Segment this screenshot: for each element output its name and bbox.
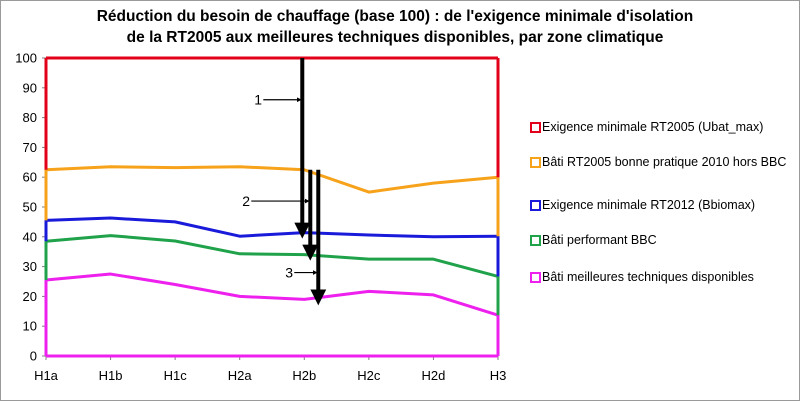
annotation-label-3: 3	[285, 265, 293, 281]
legend-label: Exigence minimale RT2012 (Bbiomax)	[542, 198, 756, 212]
series-line-2	[45, 165, 499, 194]
y-tick-label: 20	[23, 289, 37, 304]
y-tick-label: 10	[23, 319, 37, 334]
chart-title: Réduction du besoin de chauffage (base 1…	[0, 6, 790, 48]
x-tick-label: H2a	[228, 368, 253, 383]
chart-title-line-2: de la RT2005 aux meilleures techniques d…	[126, 29, 664, 46]
legend-swatch	[530, 122, 541, 133]
series-line-4	[45, 234, 499, 278]
x-tick-label: H3	[490, 368, 507, 383]
legend-label: Bâti performant BBC	[542, 233, 657, 247]
x-tick-label: H1a	[34, 368, 59, 383]
y-tick-label: 60	[23, 170, 37, 185]
annotation-label-1: 1	[254, 92, 262, 108]
legend-item-1: Exigence minimale RT2005 (Ubat_max)	[528, 119, 800, 135]
series-line-5	[45, 272, 499, 317]
y-tick-label: 70	[23, 140, 37, 155]
annotation-label-2: 2	[242, 193, 250, 209]
x-tick-label: H2b	[292, 368, 316, 383]
y-tick-label: 50	[23, 200, 37, 215]
y-tick-label: 80	[23, 110, 37, 125]
legend-label: Bâti RT2005 bonne pratique 2010 hors BBC	[542, 155, 787, 169]
legend-item-2: Bâti RT2005 bonne pratique 2010 hors BBC	[528, 154, 800, 170]
series-line-3	[45, 216, 499, 239]
legend-label: Bâti meilleures techniques disponibles	[542, 270, 754, 284]
x-tick-label: H2c	[357, 368, 381, 383]
x-tick-label: H1c	[164, 368, 188, 383]
legend-swatch	[530, 235, 541, 246]
x-tick-label: H1b	[99, 368, 123, 383]
x-tick-label: H2d	[421, 368, 445, 383]
chart-title-line-1: Réduction du besoin de chauffage (base 1…	[96, 8, 694, 25]
legend-swatch	[530, 200, 541, 211]
y-tick-label: 90	[23, 80, 37, 95]
y-tick-label: 40	[23, 229, 37, 244]
legend-swatch	[530, 272, 541, 283]
y-tick-label: 30	[23, 259, 37, 274]
legend-swatch	[530, 157, 541, 168]
legend-item-3: Exigence minimale RT2012 (Bbiomax)	[528, 197, 800, 213]
y-tick-label: 0	[30, 349, 37, 364]
legend-item-5: Bâti meilleures techniques disponibles	[528, 269, 800, 285]
legend-label: Exigence minimale RT2005 (Ubat_max)	[542, 120, 764, 134]
legend-item-4: Bâti performant BBC	[528, 232, 800, 248]
y-tick-label: 100	[15, 51, 37, 66]
